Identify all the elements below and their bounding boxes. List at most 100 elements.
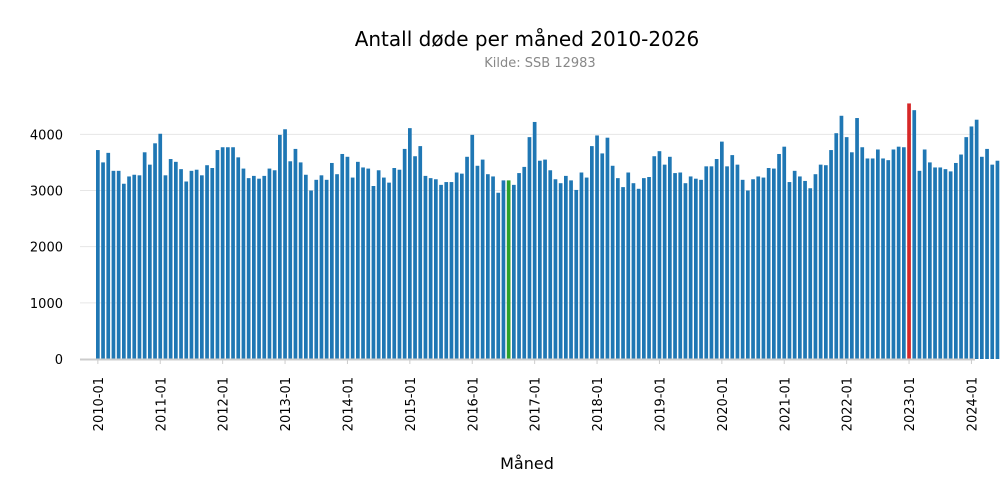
bar [974, 119, 979, 360]
bar [267, 168, 272, 359]
bar [496, 192, 501, 359]
bar [902, 147, 906, 359]
bar [330, 162, 334, 359]
bar [683, 183, 688, 359]
bar [96, 150, 100, 359]
bar [751, 179, 755, 359]
bar [298, 162, 303, 359]
bar [194, 169, 199, 359]
bar [454, 172, 459, 359]
bar [662, 164, 667, 359]
bar [896, 146, 901, 359]
bar [142, 152, 147, 359]
bar [558, 183, 563, 359]
bar [756, 176, 761, 359]
bar [205, 165, 209, 359]
y-tick-label: 0 [55, 353, 63, 368]
bar [777, 153, 781, 359]
x-tick-label: 2019-01 [653, 377, 668, 431]
bar [465, 156, 469, 359]
x-tick-label: 2014-01 [341, 377, 356, 431]
bar [132, 174, 137, 359]
bar [371, 186, 376, 359]
y-tick-label: 3000 [30, 184, 63, 199]
chart-title: Antall døde per måned 2010-2026 [355, 27, 700, 51]
x-tick-label: 2012-01 [217, 377, 232, 431]
bar [865, 158, 870, 359]
bar [844, 137, 849, 359]
bar [189, 170, 194, 359]
bar [137, 175, 142, 359]
x-axis-label: Måned [500, 454, 554, 473]
x-tick-label: 2023-01 [903, 377, 918, 431]
x-tick-label: 2015-01 [404, 377, 419, 431]
y-tick-label: 2000 [30, 241, 63, 256]
bar [928, 162, 932, 359]
bar [480, 159, 485, 359]
bar [980, 156, 984, 359]
bar [252, 175, 256, 359]
bar [163, 175, 168, 359]
bar [668, 156, 672, 359]
x-axis-ticks: 2010-01 2011-01 2012-01 2013-01 2014-01 2015-… [92, 360, 980, 431]
bar [834, 133, 839, 359]
bar [647, 177, 651, 359]
x-tick-label: 2011-01 [154, 377, 169, 431]
bar [262, 175, 267, 359]
bar [392, 168, 397, 359]
bar [449, 182, 454, 359]
bar [704, 166, 709, 359]
bar [824, 165, 828, 359]
bar [179, 169, 183, 359]
bar [881, 158, 885, 359]
bar [532, 121, 537, 360]
bar [397, 169, 402, 359]
bar [226, 147, 230, 359]
bar [548, 170, 553, 359]
x-tick-label: 2010-01 [92, 377, 107, 431]
bar [111, 170, 116, 359]
bar [340, 153, 345, 359]
bar [870, 158, 875, 359]
y-tick-label: 4000 [30, 128, 63, 143]
bar [512, 184, 516, 359]
bar [428, 178, 433, 359]
bar [642, 178, 646, 359]
bar [990, 164, 995, 359]
bar [257, 178, 261, 359]
y-tick-label: 1000 [30, 297, 63, 312]
bar [678, 172, 683, 359]
bar [891, 149, 896, 359]
bar [922, 149, 927, 359]
bar [376, 170, 381, 359]
bar [361, 167, 365, 359]
bar [584, 177, 589, 359]
bar [408, 128, 412, 359]
bar [387, 182, 391, 359]
bar [574, 189, 579, 359]
bar [356, 161, 360, 359]
bar [964, 137, 969, 359]
bar [288, 161, 293, 359]
x-tick-label: 2020-01 [716, 377, 731, 431]
bar [366, 168, 371, 359]
bar [792, 170, 797, 359]
x-tick-label: 2022-01 [841, 377, 856, 431]
x-tick-label: 2017-01 [529, 377, 544, 431]
x-tick-label: 2013-01 [279, 377, 294, 431]
bar [215, 150, 220, 359]
bar [319, 175, 324, 359]
bar [969, 126, 974, 360]
x-tick-label: 2024-01 [965, 377, 980, 431]
bar [590, 146, 594, 359]
bar [720, 141, 724, 359]
x-tick-label: 2018-01 [591, 377, 606, 431]
bar [553, 179, 558, 359]
bar [345, 156, 350, 359]
bar [605, 137, 610, 359]
bars-layer [96, 103, 1000, 360]
bar [808, 188, 813, 359]
bar [933, 167, 937, 359]
bar [959, 154, 963, 359]
bar [876, 149, 880, 359]
